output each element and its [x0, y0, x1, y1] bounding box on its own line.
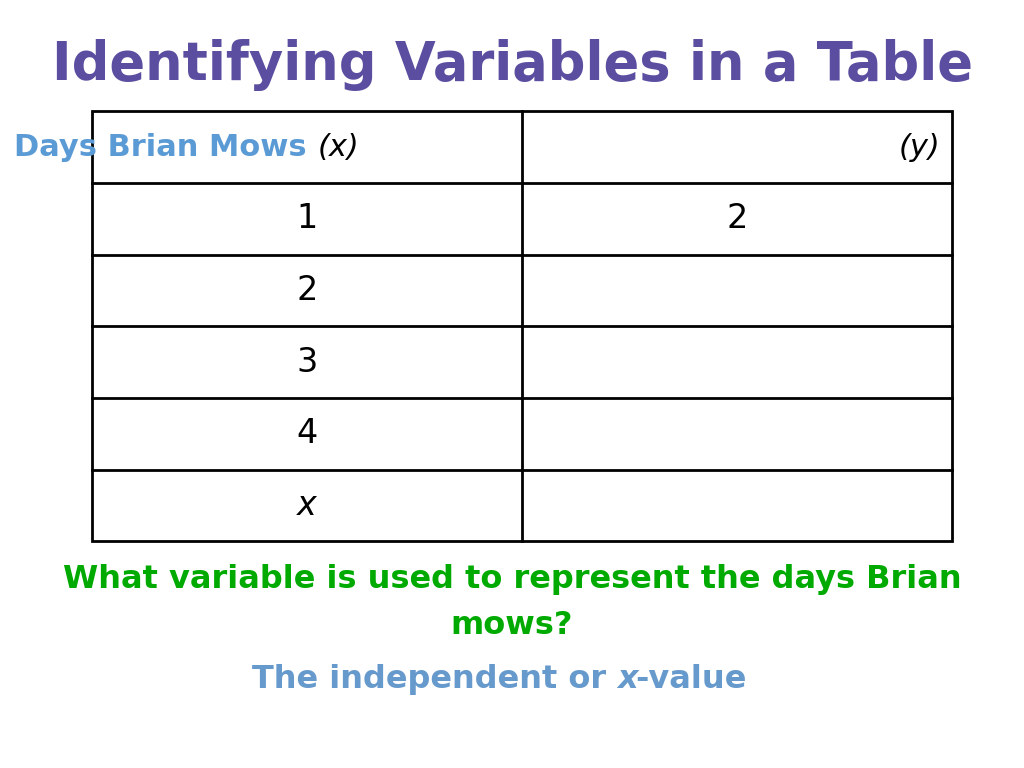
Text: x: x — [617, 664, 638, 695]
Text: 1: 1 — [297, 203, 317, 235]
Text: (x): (x) — [317, 133, 359, 162]
Text: 2: 2 — [727, 203, 748, 235]
Text: What variable is used to represent the days Brian: What variable is used to represent the d… — [62, 564, 962, 595]
Text: -value: -value — [635, 664, 746, 695]
Text: 2: 2 — [297, 274, 317, 307]
Text: Days Brian Mows: Days Brian Mows — [14, 133, 317, 162]
Text: Identifying Variables in a Table: Identifying Variables in a Table — [51, 39, 973, 91]
Bar — [92, 111, 952, 541]
Text: 3: 3 — [297, 346, 317, 379]
Text: 4: 4 — [297, 418, 317, 450]
Text: mows?: mows? — [451, 611, 573, 641]
Text: The independent or: The independent or — [252, 664, 617, 695]
Text: (y): (y) — [898, 133, 940, 162]
Text: x: x — [297, 489, 317, 522]
